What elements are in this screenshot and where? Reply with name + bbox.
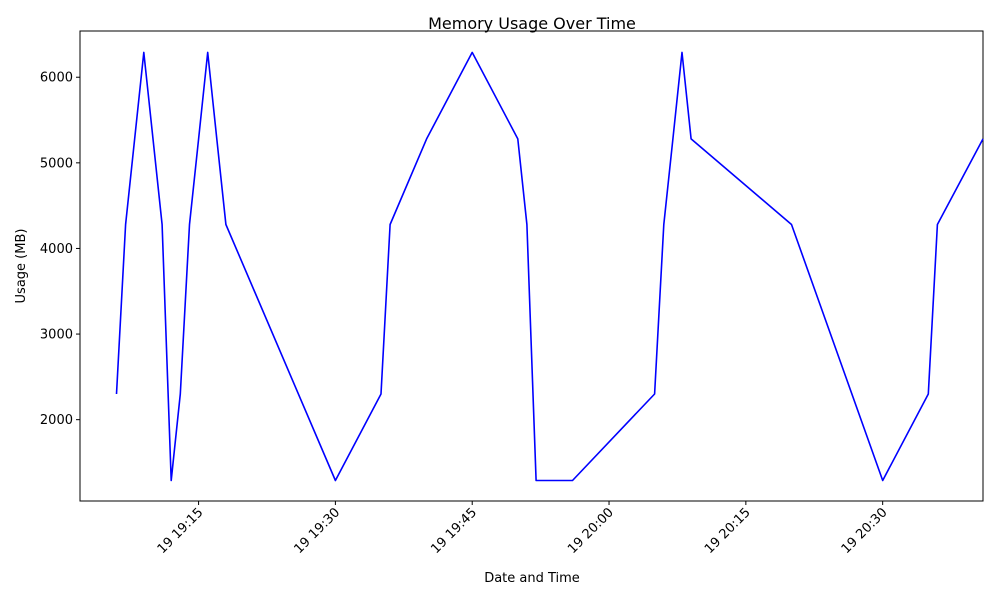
plot-area-frame [79, 30, 984, 502]
y-tick-label: 2000 [40, 413, 73, 428]
y-axis-title: Usage (MB) [14, 229, 29, 304]
x-tick-label: 19 20:15 [702, 505, 754, 557]
y-tick-label: 4000 [40, 242, 73, 257]
series-line [115, 51, 984, 482]
x-axis: 19 19:15 19 19:30 19 19:45 19 20:00 19 20:15… [155, 501, 891, 557]
y-tick-label: 5000 [40, 156, 73, 171]
x-tick-label: 19 19:30 [292, 505, 344, 557]
x-tick-label: 19 20:30 [839, 505, 891, 557]
series-layer [115, 51, 984, 482]
x-tick-label: 19 19:15 [155, 505, 207, 557]
y-tick-label: 3000 [40, 328, 73, 343]
y-tick-label: 6000 [40, 71, 73, 86]
x-axis-title: Date and Time [484, 571, 580, 586]
y-axis: 2000 3000 4000 5000 6000 [40, 71, 80, 428]
x-tick-label: 19 19:45 [428, 505, 480, 557]
x-tick-label: 19 20:00 [565, 505, 617, 557]
chart-title: Memory Usage Over Time [428, 14, 636, 33]
